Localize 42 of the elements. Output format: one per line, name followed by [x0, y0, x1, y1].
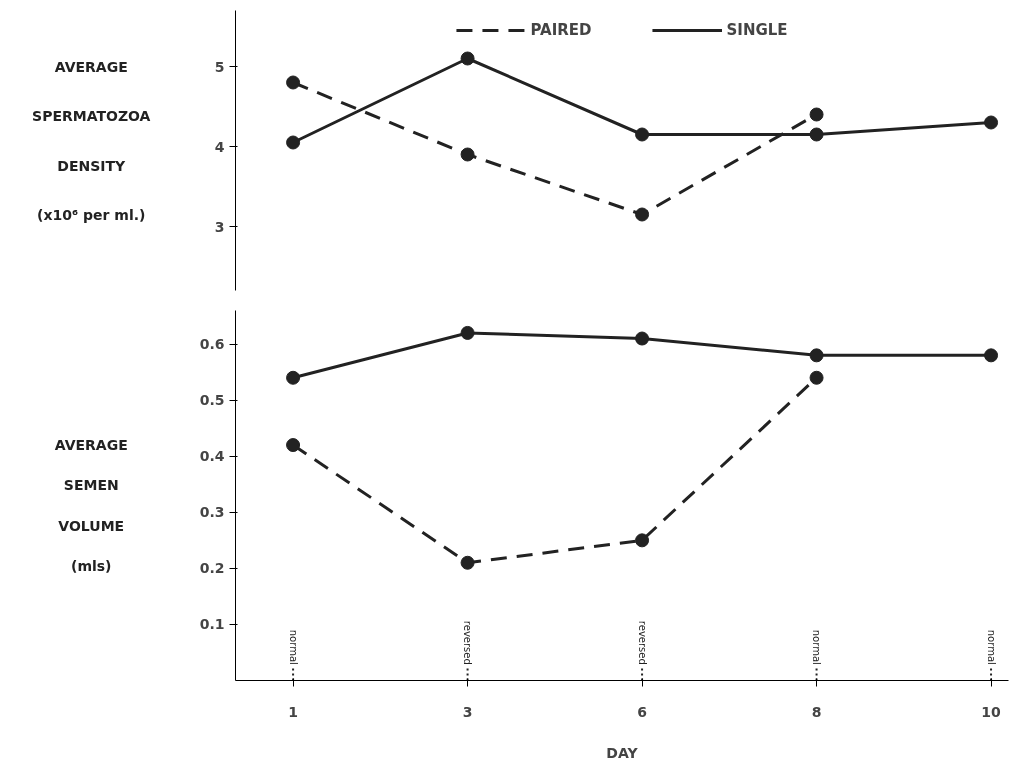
- y-tick-label: 5: [214, 58, 225, 75]
- y-tick-label: 0.5: [199, 392, 225, 409]
- point: [984, 348, 999, 363]
- point: [635, 207, 650, 222]
- point: [809, 370, 824, 385]
- point: [809, 127, 824, 142]
- point: [635, 127, 650, 142]
- point: [809, 348, 824, 363]
- point: [809, 107, 824, 122]
- point: [460, 555, 475, 570]
- ref-line-label: normal: [287, 629, 299, 665]
- point: [460, 325, 475, 340]
- y-tick-label: 0.1: [199, 616, 225, 633]
- y-tick-label: 4: [214, 138, 225, 155]
- point: [984, 115, 999, 130]
- point: [286, 135, 301, 150]
- point: [286, 370, 301, 385]
- point: [286, 75, 301, 90]
- point: [460, 147, 475, 162]
- point: [635, 533, 650, 548]
- x-tick-label: 1: [288, 703, 298, 720]
- x-tick-label: 10: [981, 703, 1002, 720]
- text: AVERAGE SEMEN VOLUME (mls): [54, 437, 128, 575]
- x-tick-label: 6: [637, 703, 647, 720]
- y-tick-label: 0.3: [199, 504, 225, 521]
- y-tick-label: 0.4: [199, 448, 225, 465]
- legend-label: SINGLE: [726, 21, 788, 39]
- y-tick-label: 0.2: [199, 560, 225, 577]
- y-tick-label: 3: [214, 218, 225, 235]
- y-tick-label: 0.6: [199, 336, 225, 353]
- text: AVERAGE SPERMATOZOA DENSITY (x10⁶ per ml.): [32, 58, 151, 224]
- point: [635, 331, 650, 346]
- x-tick-label: 8: [811, 703, 822, 720]
- ref-line-label: reversed: [462, 620, 474, 665]
- x-tick-label: 3: [462, 703, 473, 720]
- ref-line-label: normal: [811, 629, 823, 665]
- ref-line-label: normal: [985, 629, 997, 665]
- point: [286, 438, 301, 453]
- ref-line-label: reversed: [636, 620, 648, 665]
- x-axis-title: DAY: [606, 744, 639, 761]
- legend-label: PAIRED: [530, 21, 592, 39]
- point: [460, 51, 475, 66]
